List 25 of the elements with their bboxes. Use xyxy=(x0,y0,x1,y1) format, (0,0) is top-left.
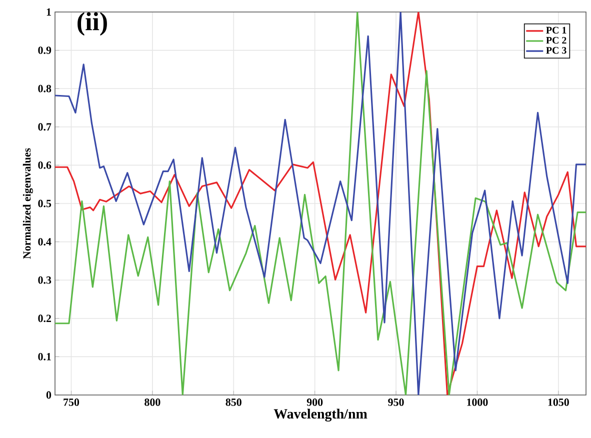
legend-label: PC 3 xyxy=(546,47,566,54)
y-tick-label: 0.1 xyxy=(38,352,51,360)
legend-label: PC 1 xyxy=(546,26,566,34)
line-series xyxy=(55,12,586,395)
y-tick-label: 0.6 xyxy=(38,161,52,169)
y-tick-label: 0.5 xyxy=(38,200,52,208)
x-tick-label: 850 xyxy=(226,398,242,406)
legend-label: PC 2 xyxy=(546,36,566,44)
chart-title: (ii) xyxy=(78,12,107,36)
y-tick-label: 0.8 xyxy=(38,84,52,92)
x-tick-label: 750 xyxy=(64,398,80,406)
y-tick-label: 0.4 xyxy=(38,238,52,246)
y-tick-label: 0.3 xyxy=(38,276,52,284)
y-tick-label: 1 xyxy=(46,8,51,16)
x-tick-label: 1000 xyxy=(467,398,488,406)
x-tick-label: 900 xyxy=(306,398,323,406)
x-tick-label: 950 xyxy=(388,398,404,406)
x-axis-title: Wavelength/nm xyxy=(274,408,368,422)
y-tick-label: 0 xyxy=(46,391,52,399)
y-tick-label: 0.9 xyxy=(38,46,52,54)
y-tick-label: 0.7 xyxy=(38,123,52,131)
x-tick-label: 1050 xyxy=(548,398,569,406)
y-axis-title: Normalized eigenvalues xyxy=(22,148,33,259)
x-tick-label: 800 xyxy=(144,398,160,406)
y-tick-label: 0.2 xyxy=(38,314,51,322)
